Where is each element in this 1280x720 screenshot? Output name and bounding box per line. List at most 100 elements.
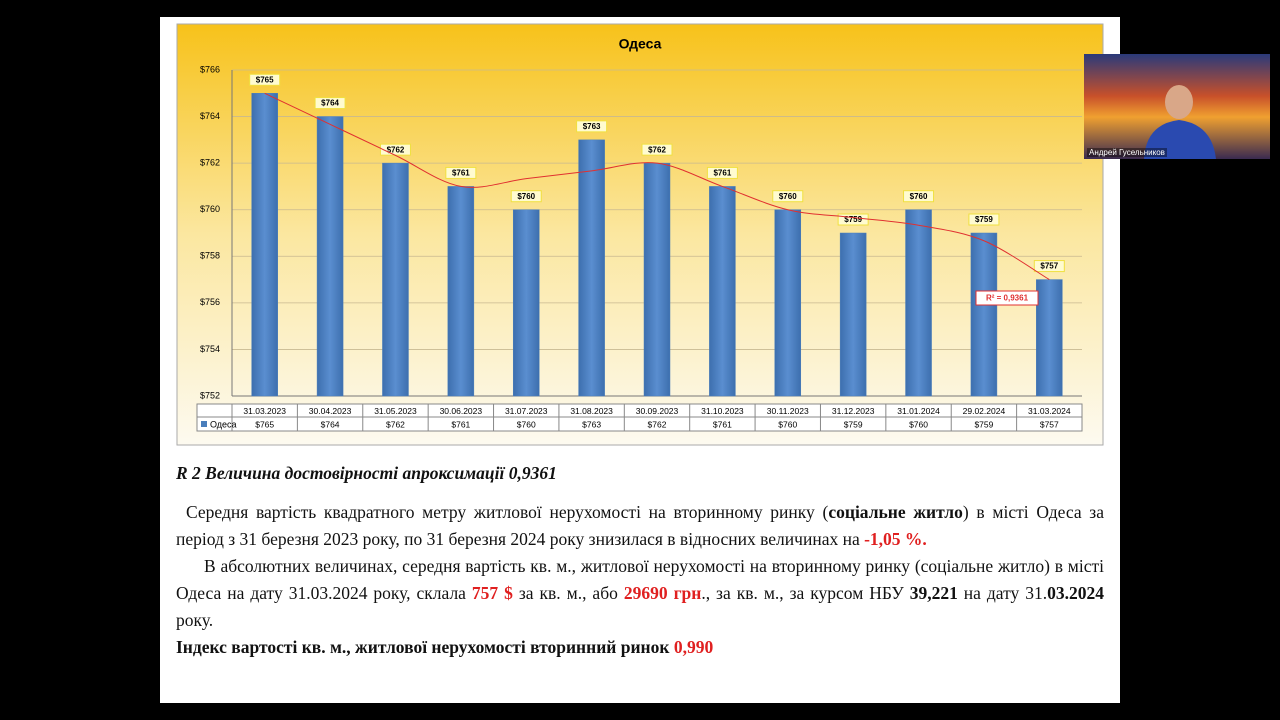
value-label-bg (903, 190, 935, 203)
x-tick-label: 31.03.2023 (243, 406, 286, 416)
value-label-bg (510, 190, 542, 203)
annotation: R² = 0,9361 (986, 294, 1029, 303)
y-tick-label: $754 (200, 344, 220, 354)
text: В абсолютних величинах, середня вартість… (176, 556, 1104, 603)
y-tick-label: $758 (200, 251, 220, 261)
y-tick-label: $764 (200, 111, 220, 121)
value-label-bg (968, 213, 1000, 226)
text: на дату 31. (957, 583, 1048, 603)
text: року. (176, 610, 214, 630)
table-value: $764 (321, 419, 340, 429)
text: 29690 грн (623, 583, 702, 603)
value-label-bg (641, 143, 673, 156)
bar (512, 209, 540, 397)
value-label: $760 (517, 192, 535, 201)
slide: Одеса $752 $754 $756 $758 $760 $762 $764 $766 Од… (160, 17, 1120, 703)
document: R 2 Величина достовірності апроксимації … (176, 460, 1104, 661)
video-frame (1144, 85, 1216, 159)
value-label: $764 (321, 99, 339, 108)
y-tick-label: $762 (200, 158, 220, 168)
text: 0,990 (673, 637, 714, 657)
table-value: $760 (517, 419, 536, 429)
x-tick-label: 31.07.2023 (505, 406, 548, 416)
value-label-bg (249, 73, 281, 86)
table-value: $763 (582, 419, 601, 429)
video-thumbnail[interactable]: Андрей Гусельников (1084, 54, 1270, 159)
value-label: $763 (583, 122, 601, 131)
value-label: $759 (975, 215, 993, 224)
value-label: $762 (648, 145, 666, 154)
bar (578, 139, 605, 397)
table-value: $762 (386, 419, 405, 429)
table-value: $759 (974, 419, 993, 429)
y-tick-label: $766 (200, 64, 220, 74)
x-tick-label: 31.01.2024 (897, 406, 940, 416)
value-label-bg (314, 97, 346, 110)
paragraph: Індекс вартості кв. м., житлової нерухом… (176, 634, 1104, 661)
legend-label: Одеса (210, 419, 237, 429)
heading: R 2 Величина достовірності апроксимації … (176, 463, 557, 483)
text: Середня вартість квадратного метру житло… (186, 502, 829, 522)
text: ., за кв. м., за курсом НБУ (701, 583, 910, 603)
legend-swatch (201, 421, 207, 427)
value-label: $760 (779, 192, 797, 201)
text: 39,221 (909, 583, 958, 603)
bar (251, 93, 278, 397)
table-value: $760 (778, 419, 797, 429)
paragraph: Середня вартість квадратного метру житло… (176, 499, 1104, 553)
bar (839, 232, 867, 397)
table-value: $761 (451, 419, 470, 429)
y-tick-label: $760 (200, 204, 220, 214)
trendline (264, 92, 1050, 281)
bar (1036, 279, 1063, 397)
value-label-bg (772, 190, 804, 203)
bar (970, 232, 998, 397)
x-tick-label: 30.04.2023 (309, 406, 352, 416)
text: за кв. м., або (512, 583, 624, 603)
text: -1,05 %. (864, 529, 927, 549)
table-value: $757 (1040, 419, 1059, 429)
value-label: $761 (713, 169, 731, 178)
bar (316, 116, 344, 397)
bar (382, 162, 409, 397)
value-label: $757 (1040, 262, 1058, 271)
value-label: $759 (844, 215, 862, 224)
bar (643, 162, 671, 397)
table-value: $762 (648, 419, 667, 429)
x-tick-label: 31.12.2023 (832, 406, 875, 416)
text: 757 $ (471, 583, 513, 603)
value-label: $760 (910, 192, 928, 201)
value-label-bg (706, 166, 738, 179)
bar (709, 186, 736, 397)
x-tick-label: 30.06.2023 (440, 406, 483, 416)
text: ) в місті Одеса за період з 31 березня 2… (176, 502, 1104, 549)
y-tick-label: $756 (200, 297, 220, 307)
chart: Одеса $752 $754 $756 $758 $760 $762 $764 $766 Од… (176, 23, 1104, 446)
value-label-bg (576, 120, 608, 133)
y-tick-label: $752 (200, 390, 220, 400)
x-tick-label: 31.10.2023 (701, 406, 744, 416)
x-tick-label: 31.05.2023 (374, 406, 417, 416)
value-label-bg (1033, 260, 1065, 273)
table-value: $765 (255, 419, 274, 429)
value-label-bg (445, 166, 477, 179)
text: 03.2024 (1047, 583, 1104, 603)
value-label: $765 (256, 75, 274, 84)
x-tick-label: 30.09.2023 (636, 406, 679, 416)
bar (774, 209, 802, 397)
x-tick-label: 30.11.2023 (767, 406, 809, 416)
bar (447, 186, 475, 397)
text: Індекс вартості кв. м., житлової нерухом… (176, 637, 674, 657)
x-tick-label: 31.03.2024 (1028, 406, 1071, 416)
x-tick-label: 29.02.2024 (963, 406, 1006, 416)
x-tick-label: 31.08.2023 (570, 406, 613, 416)
table-value: $761 (713, 419, 732, 429)
value-label: $761 (452, 169, 470, 178)
participant-name: Андрей Гусельников (1087, 148, 1167, 157)
paragraph: В абсолютних величинах, середня вартість… (176, 553, 1104, 634)
value-label: $762 (387, 145, 405, 154)
bar (905, 209, 932, 397)
text: соціальне житло (828, 502, 963, 522)
chart-title: Одеса (619, 36, 662, 52)
